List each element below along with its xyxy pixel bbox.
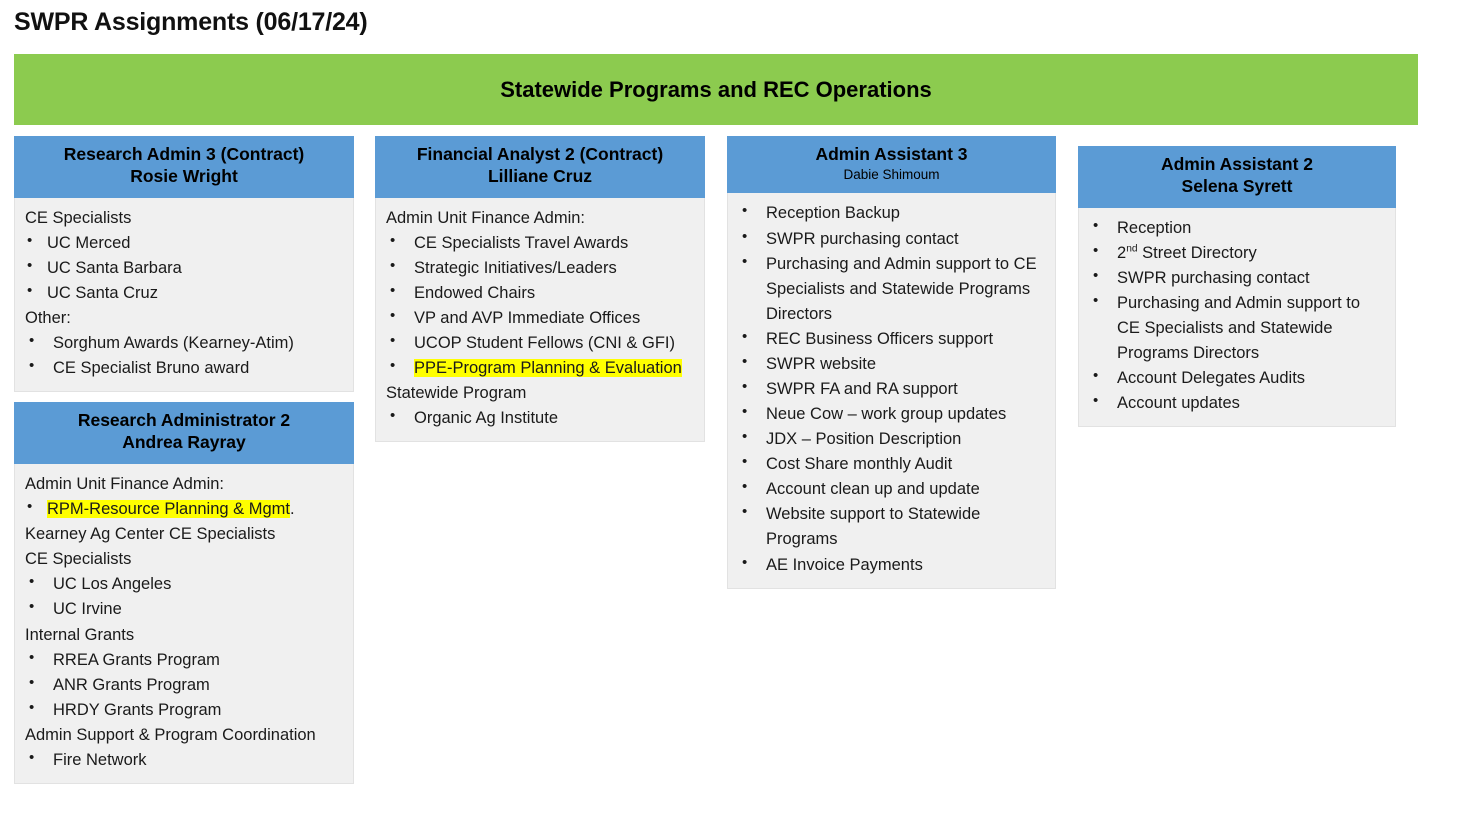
responsibilities-box: Admin Unit Finance Admin: RPM-Resource Pl… xyxy=(14,464,354,784)
list-item: UC Santa Barbara xyxy=(25,255,343,281)
highlighted-text: PPE-Program Planning & Evaluation xyxy=(414,359,682,378)
list-item: Strategic Initiatives/Leaders xyxy=(386,255,694,281)
list-item: PPE-Program Planning & Evaluation xyxy=(386,355,694,381)
role-person-name: Selena Syrett xyxy=(1181,175,1293,196)
group-label: Statewide Program xyxy=(386,384,527,403)
role-header-card[interactable]: Financial Analyst 2 (Contract) Lilliane C… xyxy=(375,136,705,198)
list-item: Organic Ag Institute xyxy=(386,405,694,431)
list-item: Purchasing and Admin support to CE Speci… xyxy=(738,251,1045,327)
list-item: SWPR purchasing contact xyxy=(738,225,1045,252)
role-header-card[interactable]: Research Administrator 2 Andrea Rayray xyxy=(14,402,354,465)
list-item: Reception Backup xyxy=(738,200,1045,226)
list-item: CE Specialist Bruno award xyxy=(25,355,343,381)
role-person-name: Rosie Wright xyxy=(130,165,238,186)
group-label: CE Specialists xyxy=(25,550,132,569)
responsibilities-box: Reception2nd Street DirectorySWPR purcha… xyxy=(1078,207,1396,428)
list-item: 2nd Street Directory xyxy=(1089,240,1385,266)
list-item: Endowed Chairs xyxy=(386,280,694,306)
group-label: Internal Grants xyxy=(25,625,135,644)
group-label: Other: xyxy=(25,309,71,328)
banner-label: Statewide Programs and REC Operations xyxy=(500,76,932,102)
list-item: Account updates xyxy=(1089,390,1385,416)
role-header-card[interactable]: Research Admin 3 (Contract) Rosie Wright xyxy=(14,136,354,198)
group-label: Admin Unit Finance Admin: xyxy=(386,208,586,227)
list-item: Reception xyxy=(1089,215,1385,241)
group-label: Admin Support & Program Coordination xyxy=(25,725,316,744)
list-item: VP and AVP Immediate Offices xyxy=(386,305,694,331)
list-item: ANR Grants Program xyxy=(25,672,343,698)
list-item: JDX – Position Description xyxy=(738,426,1045,452)
list-item: SWPR website xyxy=(738,351,1045,377)
responsibilities-box: Reception BackupSWPR purchasing contactP… xyxy=(727,193,1056,589)
list-item: UC Merced xyxy=(25,230,343,256)
list-item: AE Invoice Payments xyxy=(738,552,1045,578)
role-header-card[interactable]: Admin Assistant 3 Dabie Shimoum xyxy=(727,136,1056,194)
list-item: Account clean up and update xyxy=(738,476,1045,502)
responsibilities-box: Admin Unit Finance Admin: CE Specialists … xyxy=(375,197,705,443)
responsibilities-box: CE Specialists UC MercedUC Santa BarbaraU… xyxy=(14,197,354,393)
list-item: SWPR FA and RA support xyxy=(738,376,1045,402)
role-title: Financial Analyst 2 (Contract) xyxy=(416,144,664,164)
list-item: UC Los Angeles xyxy=(25,571,343,597)
banner-statewide-programs: Statewide Programs and REC Operations xyxy=(14,54,1418,125)
list-item: Neue Cow – work group updates xyxy=(738,401,1045,427)
list-item: CE Specialists Travel Awards xyxy=(386,230,694,256)
group-label: CE Specialists xyxy=(25,208,132,227)
role-title: Research Administrator 2 xyxy=(77,410,291,431)
list-item: Purchasing and Admin support to CE Speci… xyxy=(1089,290,1385,366)
highlighted-text: RPM-Resource Planning & Mgmt xyxy=(47,500,291,519)
superscript-ordinal: nd xyxy=(1126,243,1138,255)
column-3: Admin Assistant 3 Dabie Shimoum Reception … xyxy=(727,136,1056,589)
role-person-name: Lilliane Cruz xyxy=(487,165,593,186)
group-label: Kearney Ag Center CE Specialists xyxy=(25,525,276,544)
group-label: Admin Unit Finance Admin: xyxy=(25,475,225,494)
list-item: UC Santa Cruz xyxy=(25,280,343,306)
list-item: Account Delegates Audits xyxy=(1089,365,1385,391)
list-item: Sorghum Awards (Kearney-Atim) xyxy=(25,330,343,356)
column-1: Research Admin 3 (Contract) Rosie Wright C… xyxy=(14,136,354,784)
list-item: Fire Network xyxy=(25,747,343,773)
role-person-name: Dabie Shimoum xyxy=(843,166,940,182)
page-title: SWPR Assignments (06/17/24) xyxy=(14,8,368,36)
list-item: SWPR purchasing contact xyxy=(1089,265,1385,291)
spacer xyxy=(1078,136,1396,146)
list-item: Cost Share monthly Audit xyxy=(738,451,1045,477)
list-item: Website support to Statewide Programs xyxy=(738,501,1045,552)
list-item: RPM-Resource Planning & Mgmt. xyxy=(25,496,343,522)
list-item: RREA Grants Program xyxy=(25,647,343,673)
role-person-name: Andrea Rayray xyxy=(122,432,246,453)
list-item: REC Business Officers support xyxy=(738,326,1045,352)
role-title: Admin Assistant 2 xyxy=(1160,154,1314,174)
list-item: UC Irvine xyxy=(25,596,343,622)
list-item: HRDY Grants Program xyxy=(25,697,343,723)
column-2: Financial Analyst 2 (Contract) Lilliane C… xyxy=(375,136,705,443)
list-item: UCOP Student Fellows (CNI & GFI) xyxy=(386,330,694,356)
role-header-card[interactable]: Admin Assistant 2 Selena Syrett xyxy=(1078,146,1396,208)
role-title: Research Admin 3 (Contract) xyxy=(63,144,305,164)
role-title: Admin Assistant 3 xyxy=(815,144,968,164)
